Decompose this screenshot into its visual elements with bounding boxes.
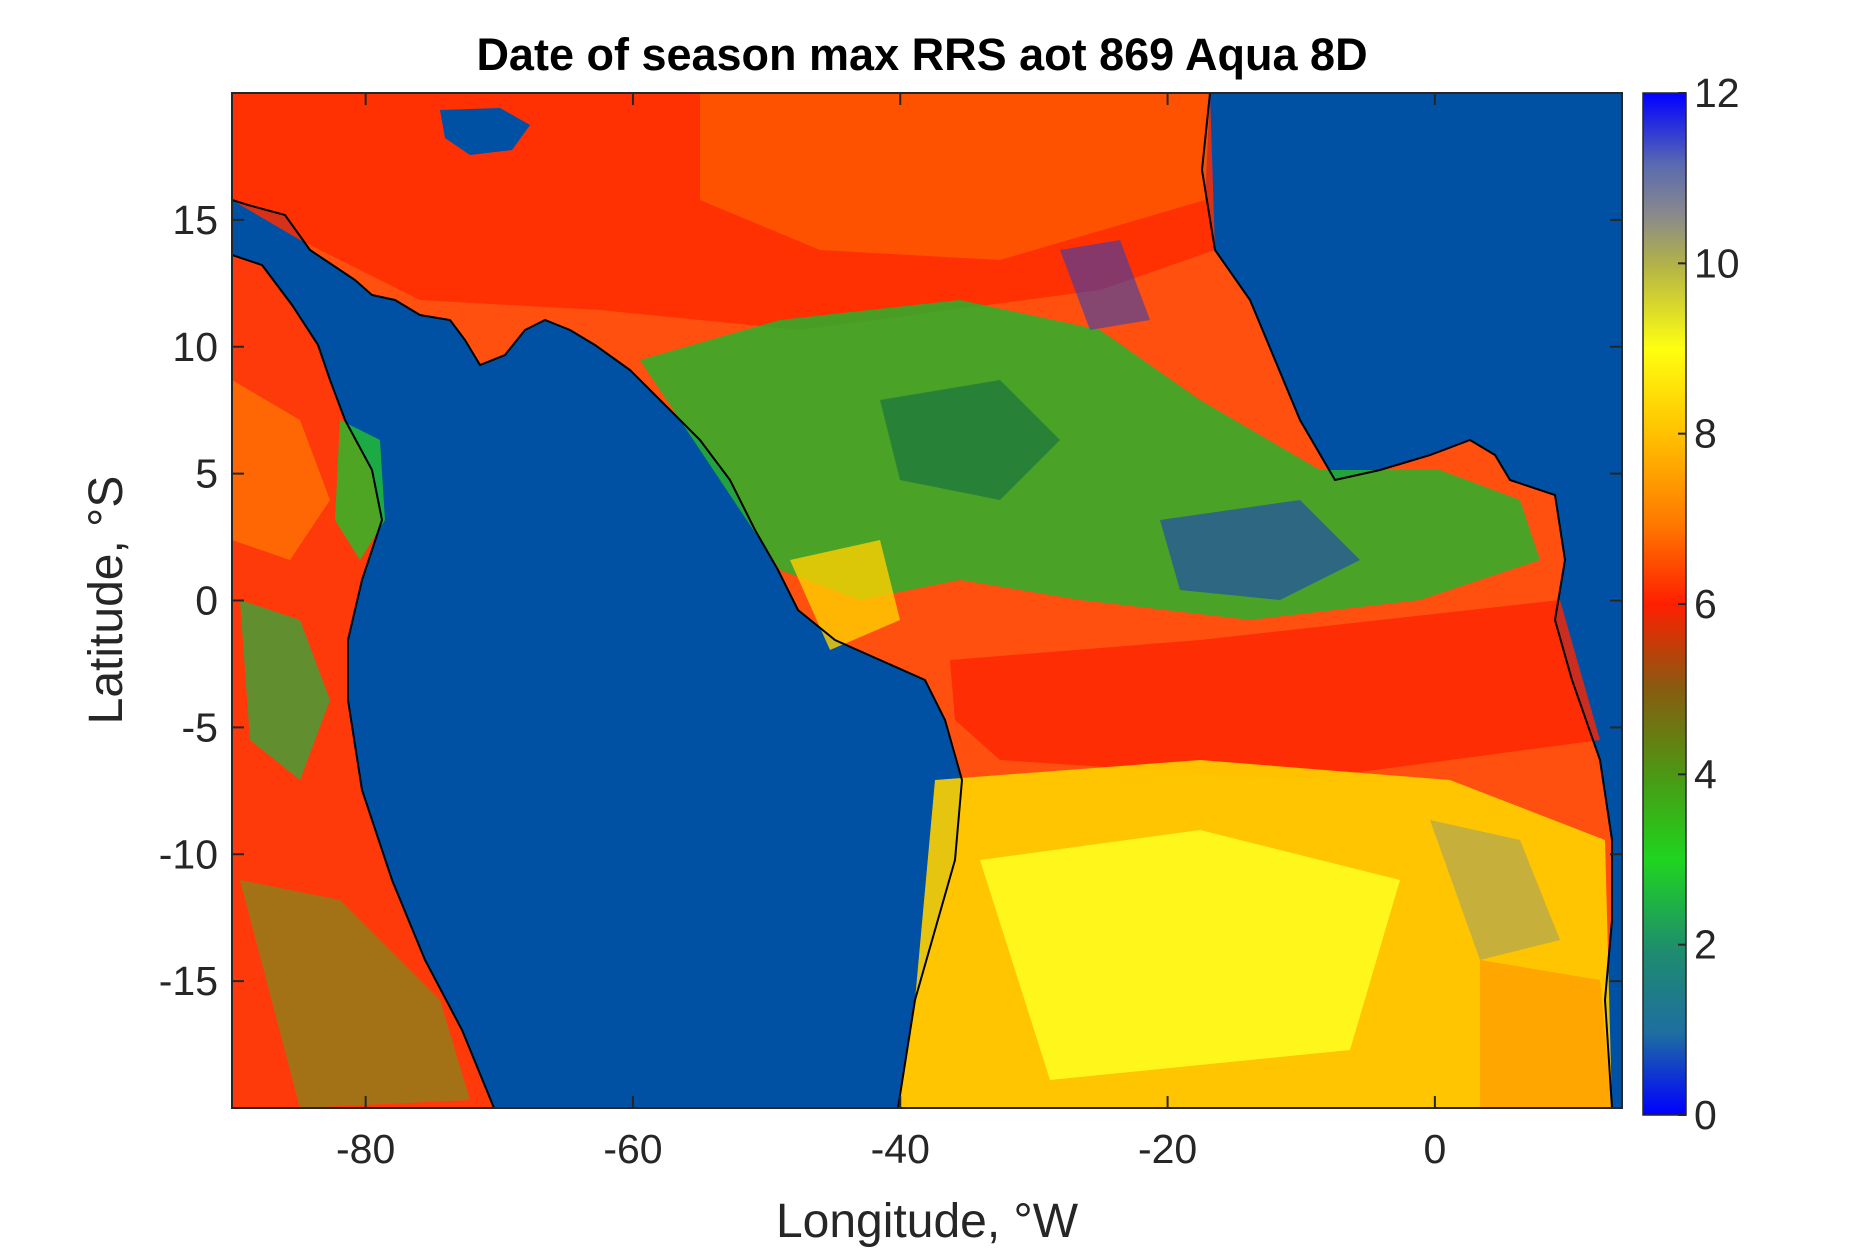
y-tick-label: 5 <box>195 451 218 497</box>
lake <box>440 108 530 155</box>
colorbar-tick-label: 12 <box>1694 70 1740 116</box>
y-axis-ticks: 15 10 5 0 -5 -10 -15 <box>159 197 1622 1004</box>
y-tick-label: -15 <box>159 958 218 1004</box>
x-tick-label: -60 <box>603 1126 662 1172</box>
land-west <box>232 255 494 1108</box>
colorbar-tick-label: 6 <box>1694 581 1717 627</box>
chart-title: Date of season max RRS aot 869 Aqua 8D <box>476 29 1367 80</box>
y-tick-label: -10 <box>159 831 218 877</box>
map-area <box>232 93 1622 1108</box>
colorbar-ticks: 0 2 4 6 8 10 12 <box>1678 70 1740 1138</box>
x-axis-label: Longitude, °W <box>776 1195 1079 1248</box>
x-tick-label: 0 <box>1423 1126 1446 1172</box>
y-tick-label: 10 <box>172 324 218 370</box>
x-tick-label: -20 <box>1138 1126 1197 1172</box>
y-tick-label: 15 <box>172 197 218 243</box>
colorbar-tick-label: 4 <box>1694 751 1717 797</box>
x-axis-ticks: -80 -60 -40 -20 0 <box>336 93 1446 1172</box>
colorbar-tick-label: 10 <box>1694 240 1740 286</box>
y-tick-label: 0 <box>195 578 218 624</box>
colorbar-tick-label: 2 <box>1694 922 1717 968</box>
colorbar-tick-label: 8 <box>1694 411 1717 457</box>
coastline <box>232 93 1613 1108</box>
y-axis-label: Latitude, °S <box>80 476 133 725</box>
colorbar-tick-label: 0 <box>1694 1092 1717 1138</box>
y-tick-label: -5 <box>182 704 218 750</box>
x-tick-label: -80 <box>336 1126 395 1172</box>
x-tick-label: -40 <box>871 1126 930 1172</box>
